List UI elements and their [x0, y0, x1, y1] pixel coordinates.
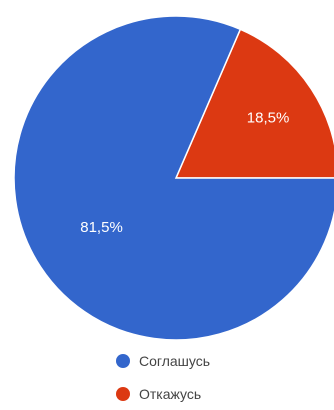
- pie-slice-1: [174, 28, 334, 179]
- pie-slice-0: [13, 15, 334, 341]
- legend-label-0: Соглашусь: [139, 353, 210, 369]
- legend-label-1: Откажусь: [139, 386, 201, 402]
- pie-slice-labels: 18,5% 81,5%: [80, 110, 289, 236]
- slice-label-1: 18,5%: [247, 110, 290, 127]
- pie-slices: [13, 15, 334, 341]
- slice-label-0: 81,5%: [80, 219, 123, 236]
- chart-legend: Соглашусь Откажусь: [116, 353, 210, 402]
- legend-swatch-1: [116, 387, 130, 401]
- legend-swatch-0: [116, 354, 130, 368]
